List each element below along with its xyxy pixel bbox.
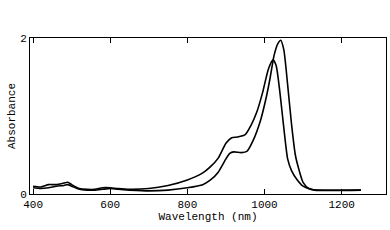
svg-text:400: 400 <box>23 199 43 211</box>
svg-text:0: 0 <box>20 189 27 201</box>
svg-text:800: 800 <box>177 199 197 211</box>
svg-text:600: 600 <box>100 199 120 211</box>
svg-text:1000: 1000 <box>251 199 277 211</box>
svg-text:Wavelength (nm): Wavelength (nm) <box>158 211 257 223</box>
svg-text:1200: 1200 <box>328 199 354 211</box>
svg-text:2: 2 <box>20 33 27 45</box>
svg-text:Absorbance: Absorbance <box>6 83 18 149</box>
